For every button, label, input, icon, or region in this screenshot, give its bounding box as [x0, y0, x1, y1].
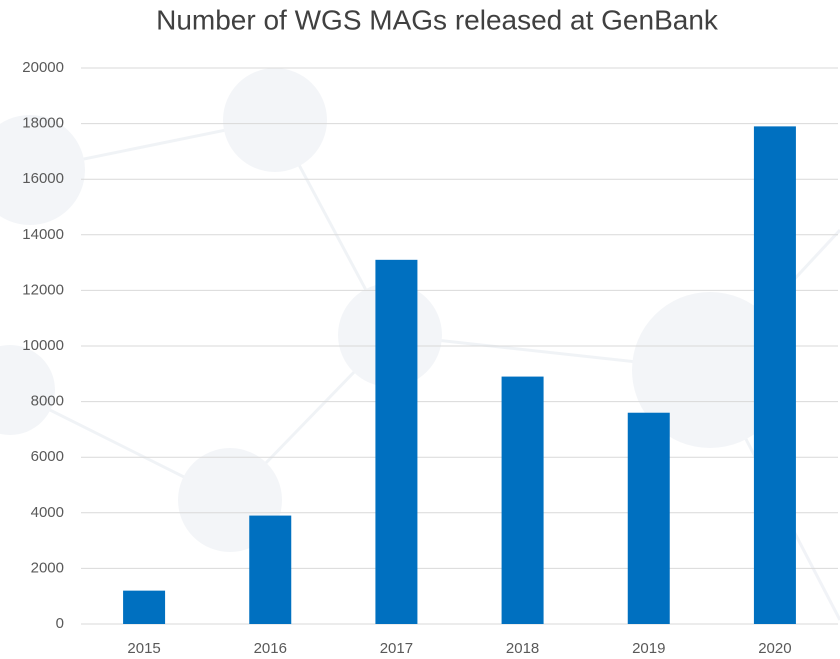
- bar: [375, 260, 417, 624]
- y-tick-label: 0: [56, 615, 64, 632]
- y-tick-label: 8000: [31, 393, 64, 410]
- bar: [249, 516, 291, 624]
- y-tick-label: 6000: [31, 448, 64, 465]
- y-tick-label: 20000: [22, 59, 64, 76]
- bar: [123, 591, 165, 624]
- y-tick-label: 18000: [22, 115, 64, 132]
- x-tick-label: 2017: [380, 640, 413, 657]
- x-tick-label: 2016: [254, 640, 287, 657]
- y-tick-label: 2000: [31, 559, 64, 576]
- bar: [754, 126, 796, 624]
- bar: [502, 377, 544, 624]
- x-tick-label: 2019: [632, 640, 665, 657]
- bar: [628, 413, 670, 624]
- x-tick-label: 2015: [127, 640, 160, 657]
- y-tick-label: 10000: [22, 337, 64, 354]
- y-tick-label: 14000: [22, 226, 64, 243]
- x-tick-label: 2018: [506, 640, 539, 657]
- y-tick-label: 12000: [22, 281, 64, 298]
- chart-title: Number of WGS MAGs released at GenBank: [156, 4, 719, 35]
- y-tick-label: 4000: [31, 504, 64, 521]
- x-tick-label: 2020: [758, 640, 791, 657]
- chart: Number of WGS MAGs released at GenBank 0…: [0, 0, 840, 659]
- y-tick-label: 16000: [22, 170, 64, 187]
- background-decoration: [0, 68, 840, 620]
